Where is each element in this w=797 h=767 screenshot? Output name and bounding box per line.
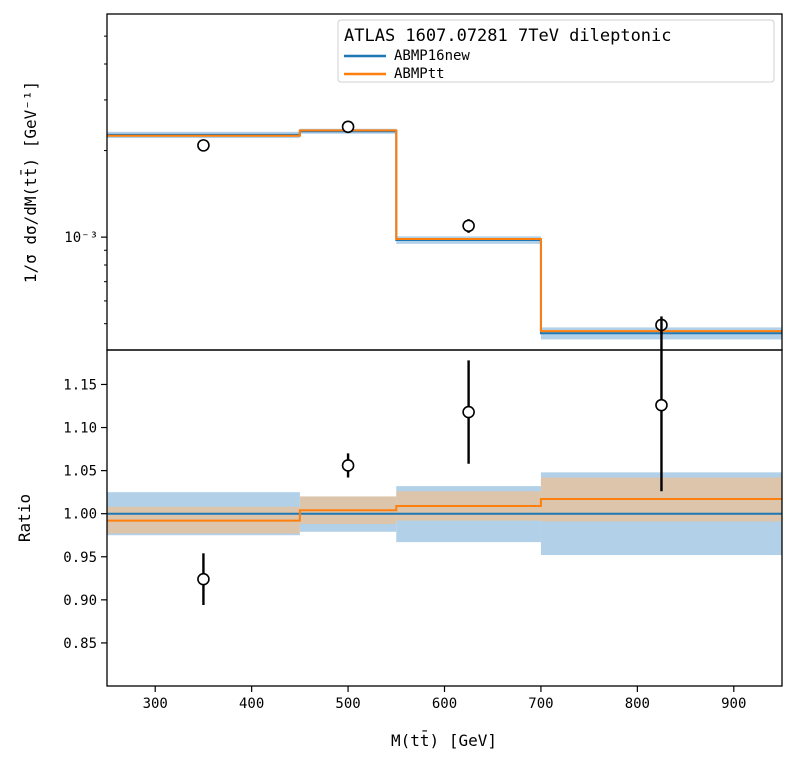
legend-box: [337, 19, 775, 83]
top-y-axis-label: 1/σ dσ/dM(tt̄) [GeV⁻¹]: [21, 81, 40, 283]
ratio-data-point-1: [197, 572, 210, 586]
ratio-y-tick-label-7: 1.15: [63, 377, 97, 393]
ratio-line-abmptt: [107, 498, 782, 522]
legend-label-abmptt: ABMPtt: [394, 66, 445, 82]
legend-title: ATLAS 1607.07281 7TeV dileptonic: [344, 26, 672, 46]
top-lines: [107, 129, 782, 335]
ratio-y-tick-label-6: 1.10: [63, 421, 97, 437]
ratio-data-point-3: [462, 405, 475, 419]
bottom-lines: [107, 498, 782, 522]
x-tick-label-500: 500: [335, 696, 360, 712]
ratio-data-point-2: [341, 459, 355, 472]
x-tick-label-700: 700: [528, 696, 553, 712]
ratio-y-tick-label-4: 1.00: [63, 507, 97, 523]
legend: ATLAS 1607.07281 7TeV dileptonic ABMP16n…: [337, 19, 775, 83]
bottom-points: [197, 318, 668, 606]
top-data-point-1: [197, 139, 210, 152]
bottom-y-axis-label: Ratio: [15, 494, 34, 542]
x-tick-label-400: 400: [239, 696, 264, 712]
legend-label-abmp16new: ABMP16new: [394, 48, 470, 64]
ratio-y-tick-label-2: 0.90: [63, 593, 97, 609]
bottom-panel-frame: [106, 349, 783, 687]
x-tick-label-800: 800: [625, 696, 650, 712]
ratio-y-tick-label-3: 0.95: [63, 550, 97, 566]
top-line-abmptt: [107, 129, 782, 333]
bottom-y-ticks: 0.85 0.90 0.95 1.00 1.05 1.10 1.15: [63, 377, 107, 652]
top-data-point-3: [462, 219, 475, 233]
x-tick-label-900: 900: [721, 696, 746, 712]
top-data-point-2: [341, 120, 355, 134]
bottom-panel: 0.85 0.90 0.95 1.00 1.05 1.10 1.15 300 400 500 60…: [15, 318, 783, 750]
x-tick-label-300: 300: [143, 696, 168, 712]
x-ticks: 300 400 500 600 700 800 900: [143, 686, 746, 712]
ratio-data-point-4: [655, 398, 668, 412]
ratio-y-tick-label-1: 0.85: [63, 636, 97, 652]
ratio-y-tick-label-5: 1.05: [63, 464, 97, 480]
top-y-tick-label: 10⁻³: [64, 230, 98, 246]
x-tick-label-600: 600: [432, 696, 457, 712]
x-axis-label: M(tt̄) [GeV]: [391, 731, 497, 750]
